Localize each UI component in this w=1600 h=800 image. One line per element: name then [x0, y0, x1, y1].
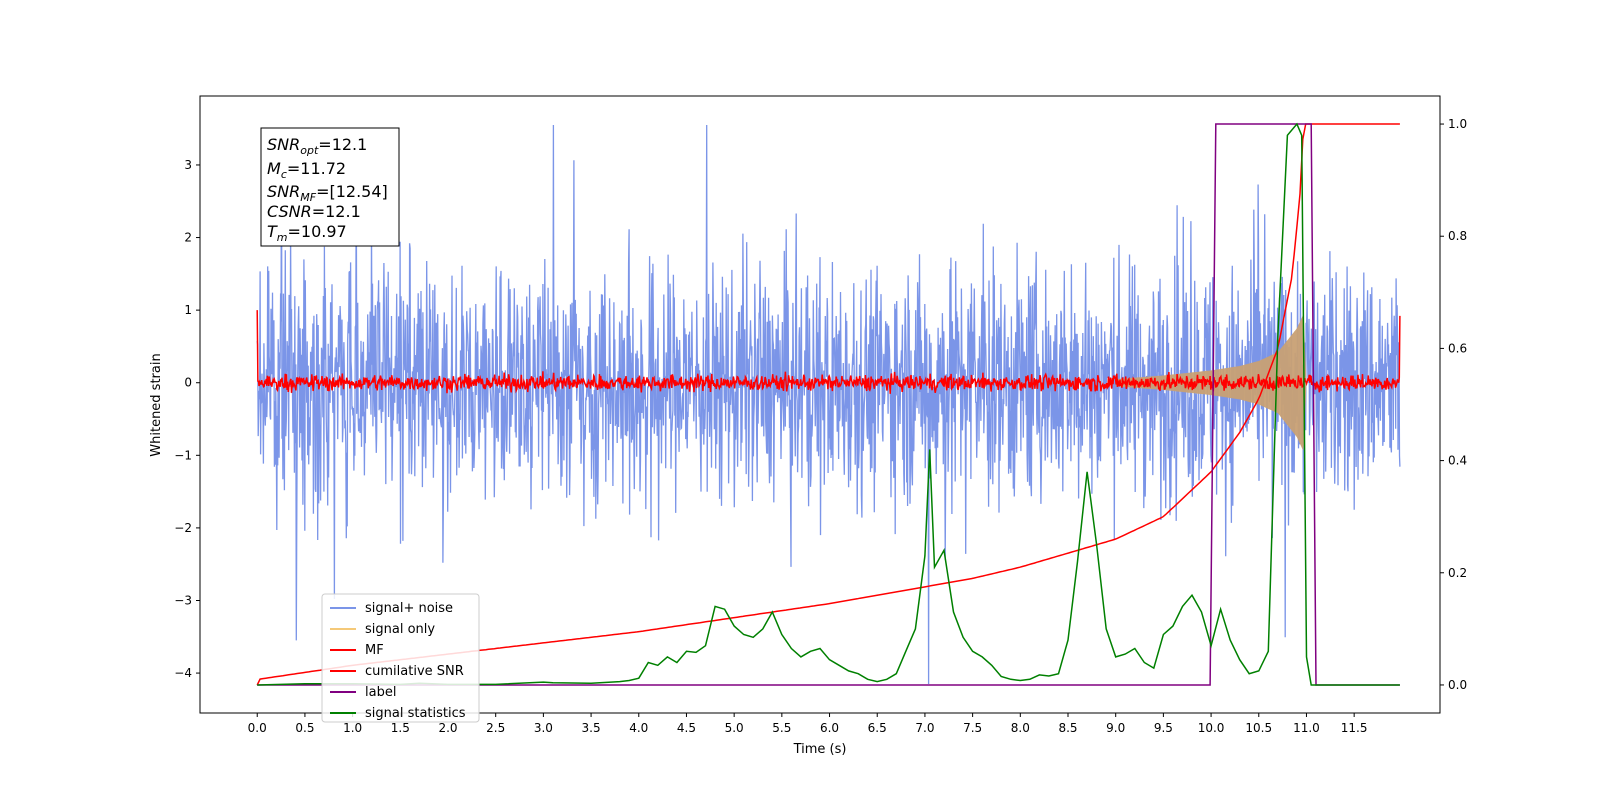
x-tick-label: 10.5	[1245, 721, 1272, 735]
legend: signal+ noise signal only MF cumilative SNR…	[321, 593, 480, 723]
x-tick-label: 4.0	[629, 721, 648, 735]
y2-tick-label: 1.0	[1448, 117, 1467, 131]
legend-label: signal only	[365, 622, 435, 637]
annotation-box: SNRopt=12.1 Mc=11.72 SNRMF=[12.54] CSNR=…	[260, 127, 400, 247]
legend-label: signal+ noise	[365, 601, 453, 616]
legend-entries: signal+ noise signal only MF cumilative SNR…	[330, 601, 466, 721]
x-axis-label: Time (s)	[793, 742, 847, 757]
x-tick-label: 0.0	[248, 721, 267, 735]
x-tick-label: 8.0	[1011, 721, 1030, 735]
series-signal-statistics-line	[257, 122, 1400, 686]
x-tick-label: 9.0	[1106, 721, 1125, 735]
y-tick-label: 3	[184, 158, 192, 172]
x-tick-label: 5.0	[725, 721, 744, 735]
legend-label: signal statistics	[365, 706, 466, 721]
legend-frame	[321, 593, 480, 723]
x-tick-label: 10.0	[1198, 721, 1225, 735]
y-tick-label: −1	[174, 448, 192, 462]
y-tick-label: −3	[174, 593, 192, 607]
x-tick-label: 1.5	[391, 721, 410, 735]
y-tick-label: −4	[174, 666, 192, 680]
y-tick-label: −2	[174, 521, 192, 535]
annotation-mc: Mc=11.72	[267, 159, 346, 181]
axes-frame	[199, 95, 1441, 714]
annotation-snr-mf: SNRMF=[12.54]	[267, 182, 388, 204]
legend-label: MF	[365, 643, 384, 658]
x-tick-label: 3.0	[534, 721, 553, 735]
annotation-snr-opt: SNRopt=12.1	[267, 135, 367, 157]
x-tick-label: 7.5	[963, 721, 982, 735]
y-tick-label: 0	[184, 376, 192, 390]
y2-tick-label: 0.6	[1448, 341, 1467, 355]
x-tick-label: 5.5	[772, 721, 791, 735]
x-tick-label: 2.0	[438, 721, 457, 735]
y-tick-label: 2	[184, 231, 192, 245]
annotation-frame	[260, 127, 400, 247]
y-tick-label: 1	[184, 303, 192, 317]
y2-tick-label: 0.0	[1448, 678, 1467, 692]
legend-label: cumilative SNR	[365, 664, 464, 679]
x-tick-label: 8.5	[1058, 721, 1077, 735]
y-axis-left: 3 2 1 0 −1 −2 −3 −4	[174, 158, 200, 680]
series-mf-line	[256, 310, 1401, 394]
y2-tick-label: 0.4	[1448, 454, 1467, 468]
x-tick-label: 7.0	[915, 721, 934, 735]
y-axis-right: 1.0 0.8 0.6 0.4 0.2 0.0	[1440, 117, 1467, 692]
x-tick-label: 2.5	[486, 721, 505, 735]
x-tick-label: 0.5	[295, 721, 314, 735]
annotation-csnr: CSNR=12.1	[267, 202, 361, 221]
y2-tick-label: 0.2	[1448, 566, 1467, 580]
x-tick-label: 6.0	[820, 721, 839, 735]
legend-label: label	[365, 685, 396, 700]
x-axis: 0.0 0.5 1.0 1.5 2.0 2.5 3.0 3.5 4.0 4.5 5.0 5.5 6.0 6…	[248, 713, 1368, 735]
x-tick-label: 11.5	[1341, 721, 1368, 735]
y-axis-label: Whitened strain	[149, 353, 164, 456]
x-tick-label: 11.0	[1293, 721, 1320, 735]
x-tick-label: 4.5	[677, 721, 696, 735]
annotation-tm: Tm=10.97	[267, 222, 347, 244]
x-tick-label: 9.5	[1154, 721, 1173, 735]
x-tick-label: 3.5	[582, 721, 601, 735]
y2-tick-label: 0.8	[1448, 229, 1467, 243]
x-tick-label: 1.0	[343, 721, 362, 735]
x-tick-label: 6.5	[868, 721, 887, 735]
